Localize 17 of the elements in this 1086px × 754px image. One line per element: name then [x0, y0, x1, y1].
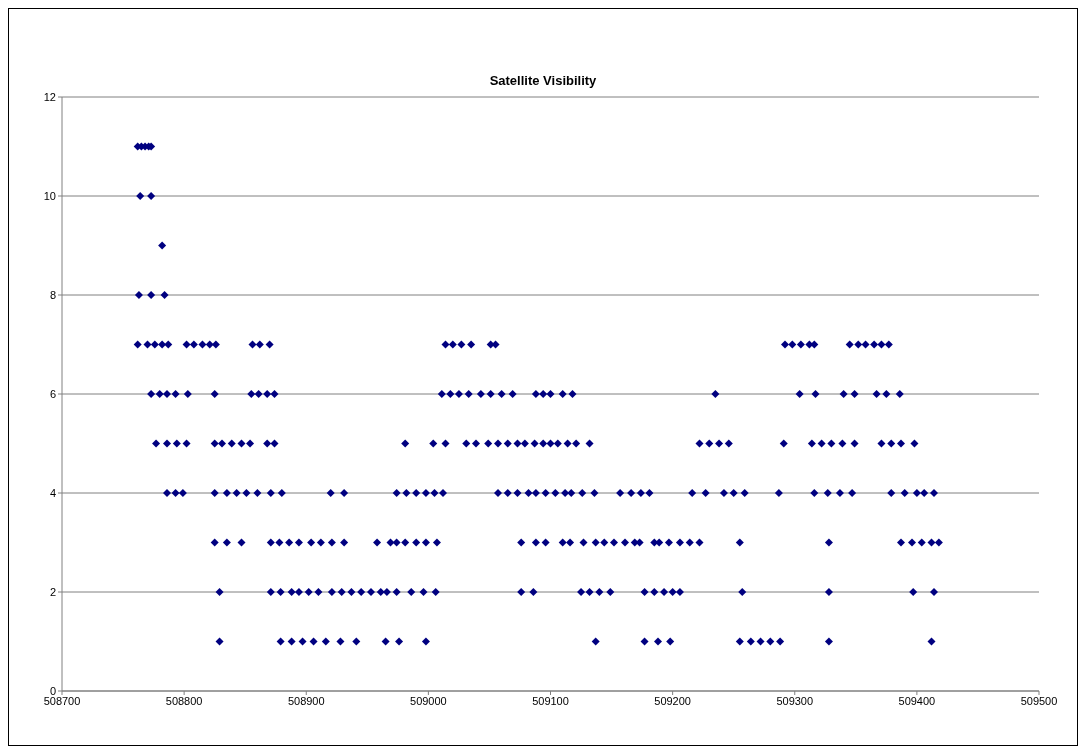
x-tick-label: 508900 — [287, 694, 325, 707]
x-tick-label: 508700 — [43, 694, 81, 707]
x-tick-label: 509200 — [654, 694, 691, 707]
y-tick-label: 2 — [49, 585, 56, 598]
x-tick-label: 509400 — [898, 694, 936, 707]
y-tick-label: 12 — [43, 90, 56, 103]
y-tick-label: 4 — [49, 486, 56, 499]
chart-title: Satellite Visibility — [488, 73, 598, 88]
x-tick-label: 509500 — [1020, 694, 1058, 707]
y-tick-label: 0 — [49, 684, 56, 697]
x-tick-label: 509000 — [410, 694, 447, 707]
y-tick-label: 6 — [49, 387, 56, 400]
x-tick-label: 509100 — [532, 694, 569, 707]
x-tick-label: 508800 — [165, 694, 203, 707]
x-tick-label: 509300 — [776, 694, 814, 707]
y-tick-label: 10 — [43, 189, 56, 202]
y-tick-label: 8 — [49, 288, 56, 301]
